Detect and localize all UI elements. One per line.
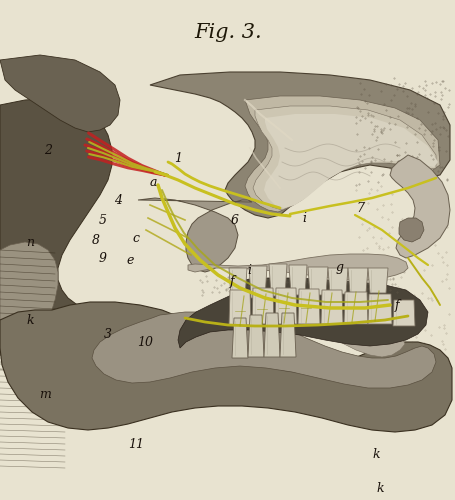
Polygon shape [248,315,263,357]
Text: 2: 2 [44,144,52,156]
Text: k: k [375,482,383,494]
Polygon shape [398,218,423,242]
Polygon shape [0,55,120,132]
Polygon shape [244,96,439,212]
Text: f: f [229,276,234,288]
Polygon shape [187,254,407,280]
Text: m: m [39,388,51,402]
Text: i: i [247,264,250,276]
Text: Fig. 3.: Fig. 3. [194,22,261,42]
Polygon shape [327,268,347,294]
Polygon shape [0,242,58,356]
Text: e: e [126,254,133,266]
Polygon shape [177,278,427,348]
Polygon shape [263,313,279,357]
Text: 3: 3 [104,328,112,342]
Polygon shape [367,294,391,324]
Polygon shape [268,264,286,296]
Polygon shape [92,312,435,388]
Polygon shape [298,289,319,324]
Polygon shape [253,106,435,210]
Polygon shape [288,265,306,295]
Polygon shape [0,98,112,338]
Polygon shape [232,318,248,358]
Text: 4: 4 [114,194,122,206]
Text: n: n [26,236,34,248]
Polygon shape [228,290,250,325]
Polygon shape [138,198,252,272]
Polygon shape [320,290,342,324]
Text: 6: 6 [231,214,238,226]
Polygon shape [263,114,437,208]
Polygon shape [389,155,449,258]
Polygon shape [228,268,247,298]
Text: 8: 8 [92,234,100,246]
Polygon shape [150,72,449,218]
Text: 1: 1 [174,152,182,164]
Polygon shape [0,302,451,432]
Text: f: f [394,298,399,312]
Text: g: g [335,262,343,274]
Polygon shape [343,292,367,324]
Text: 5: 5 [99,214,107,226]
Polygon shape [234,321,404,357]
Polygon shape [279,313,295,357]
Polygon shape [392,300,414,326]
Text: 7: 7 [355,202,363,214]
Polygon shape [367,268,387,293]
Text: i: i [301,212,305,224]
Polygon shape [347,268,367,293]
Text: 10: 10 [136,336,153,348]
Text: k: k [371,448,379,462]
Text: c: c [132,232,139,244]
Polygon shape [248,266,267,298]
Polygon shape [274,288,296,324]
Text: 9: 9 [99,252,107,264]
Polygon shape [307,267,327,295]
Text: a: a [149,176,157,190]
Polygon shape [252,288,273,324]
Text: 11: 11 [128,438,144,452]
Text: k: k [26,314,34,326]
